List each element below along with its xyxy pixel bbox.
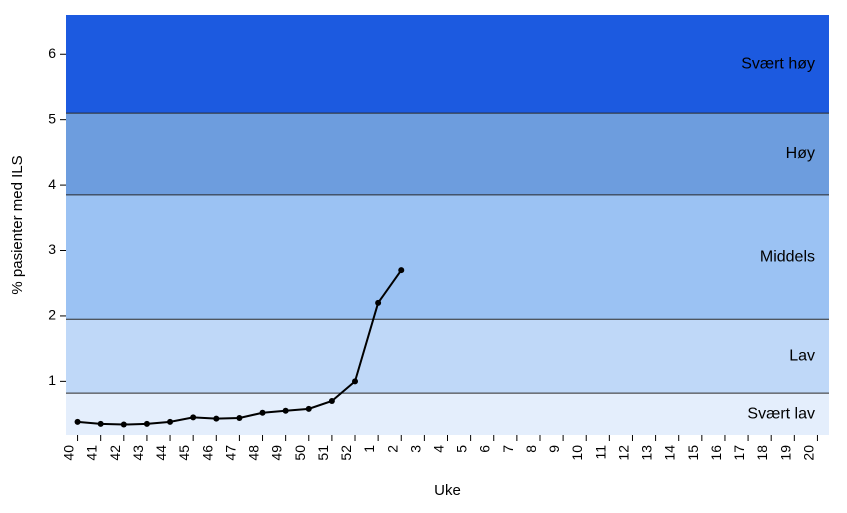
x-axis: 4041424344454647484950515212345678910111…: [61, 435, 818, 461]
x-tick-1: 1: [361, 445, 377, 453]
x-tick-49: 49: [269, 445, 285, 461]
y-tick-1: 1: [48, 372, 56, 388]
threshold-bands: [66, 15, 829, 435]
x-tick-45: 45: [176, 445, 192, 461]
x-tick-10: 10: [569, 445, 585, 461]
x-tick-50: 50: [292, 445, 308, 461]
data-point: [190, 414, 196, 420]
data-point: [329, 398, 335, 404]
x-tick-3: 3: [407, 445, 423, 453]
data-point: [260, 410, 266, 416]
x-tick-7: 7: [500, 445, 516, 453]
chart-svg: Svært lavLavMiddelsHøySvært høy123456% p…: [0, 0, 847, 513]
band-label-svært-lav: Svært lav: [747, 405, 815, 422]
x-tick-2: 2: [384, 445, 400, 453]
data-point: [283, 408, 289, 414]
y-tick-4: 4: [48, 176, 56, 192]
data-point: [213, 416, 219, 422]
data-point: [375, 300, 381, 306]
data-point: [144, 421, 150, 427]
data-point: [236, 415, 242, 421]
x-tick-19: 19: [777, 445, 793, 461]
y-axis: 1 2 3 4 5 6: [48, 45, 66, 388]
y-tick-2: 2: [48, 307, 56, 323]
x-tick-14: 14: [662, 445, 678, 461]
band-label-middels: Middels: [760, 248, 815, 265]
y-tick-6: 6: [48, 45, 56, 61]
x-tick-5: 5: [454, 445, 470, 453]
x-tick-51: 51: [315, 445, 331, 461]
x-tick-41: 41: [84, 445, 100, 461]
data-point: [352, 378, 358, 384]
data-point: [121, 422, 127, 428]
x-tick-4: 4: [431, 445, 447, 453]
x-tick-43: 43: [130, 445, 146, 461]
band-label-lav: Lav: [789, 347, 815, 364]
x-axis-label: Uke: [434, 482, 461, 499]
y-tick-3: 3: [48, 241, 56, 257]
x-tick-12: 12: [615, 445, 631, 461]
ils-weekly-chart: Svært lavLavMiddelsHøySvært høy123456% p…: [0, 0, 847, 513]
band-høy: [66, 113, 829, 195]
x-tick-46: 46: [199, 445, 215, 461]
x-tick-11: 11: [592, 445, 608, 460]
data-point: [167, 419, 173, 425]
band-svært-lav: [66, 393, 829, 435]
x-tick-6: 6: [477, 445, 493, 453]
data-point: [98, 421, 104, 427]
x-tick-8: 8: [523, 445, 539, 453]
x-tick-9: 9: [546, 445, 562, 453]
x-tick-44: 44: [153, 445, 169, 461]
data-point: [75, 419, 81, 425]
x-tick-16: 16: [708, 445, 724, 461]
band-label-svært-høy: Svært høy: [741, 55, 815, 72]
x-tick-13: 13: [639, 445, 655, 461]
y-tick-5: 5: [48, 110, 56, 126]
band-label-høy: Høy: [786, 145, 815, 162]
y-axis-label: % pasienter med ILS: [9, 155, 26, 294]
x-tick-20: 20: [800, 445, 816, 461]
x-tick-48: 48: [246, 445, 262, 461]
x-tick-18: 18: [754, 445, 770, 461]
x-tick-17: 17: [731, 445, 747, 461]
band-middels: [66, 195, 829, 319]
data-point: [306, 406, 312, 412]
band-lav: [66, 319, 829, 393]
x-tick-42: 42: [107, 445, 123, 461]
x-tick-15: 15: [685, 445, 701, 461]
x-tick-47: 47: [222, 445, 238, 461]
x-tick-52: 52: [338, 445, 354, 461]
band-svært-høy: [66, 15, 829, 113]
data-point: [398, 267, 404, 273]
x-tick-40: 40: [61, 445, 77, 461]
